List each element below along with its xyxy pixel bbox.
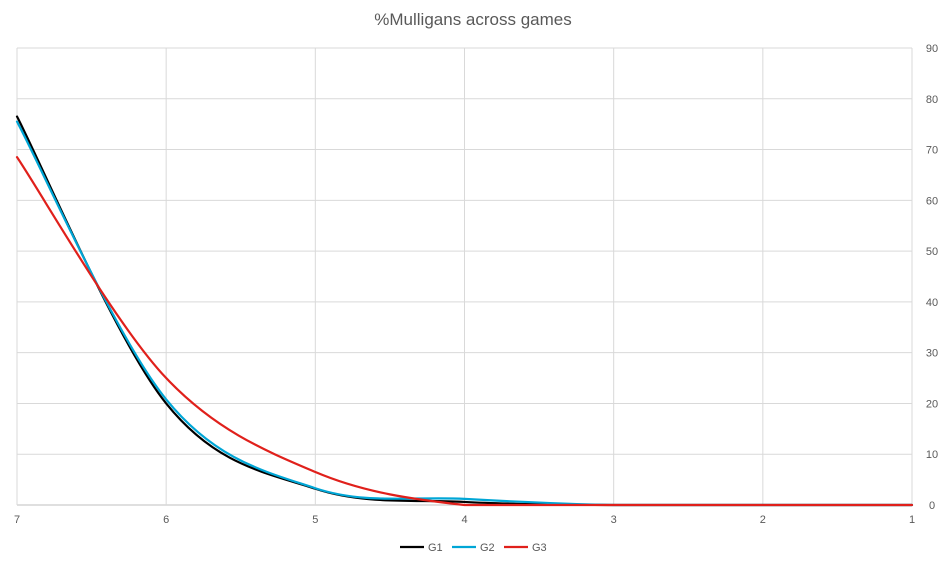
x-tick-label: 5 [312, 514, 318, 526]
legend-label: G1 [428, 542, 443, 554]
y-tick-label: 50 [926, 246, 938, 258]
y-tick-label: 10 [926, 449, 938, 461]
y-tick-label: 20 [926, 398, 938, 410]
y-tick-label: 80 [926, 94, 938, 106]
x-tick-label: 2 [760, 514, 766, 526]
grid [16, 47, 913, 506]
series-line-g3 [15, 156, 914, 507]
x-tick-label: 7 [14, 514, 20, 526]
y-tick-label: 30 [926, 348, 938, 360]
legend-label: G3 [532, 542, 547, 554]
x-tick-label: 3 [611, 514, 617, 526]
y-tick-label: 90 [926, 43, 938, 55]
series-lines [15, 115, 914, 507]
y-tick-label: 0 [929, 500, 935, 512]
x-tick-label: 4 [461, 514, 467, 526]
y-tick-label: 60 [926, 195, 938, 207]
y-tick-label: 40 [926, 297, 938, 309]
chart-title: %Mulligans across games [374, 10, 572, 29]
x-tick-label: 6 [163, 514, 169, 526]
legend: G1 G2 G3 [400, 542, 547, 554]
x-tick-label: 1 [909, 514, 915, 526]
y-tick-label: 70 [926, 145, 938, 157]
axis-ticks: 0 10 20 30 40 50 60 70 80 90 7 6 5 4 3 2 1 [14, 43, 938, 526]
legend-label: G2 [480, 542, 495, 554]
